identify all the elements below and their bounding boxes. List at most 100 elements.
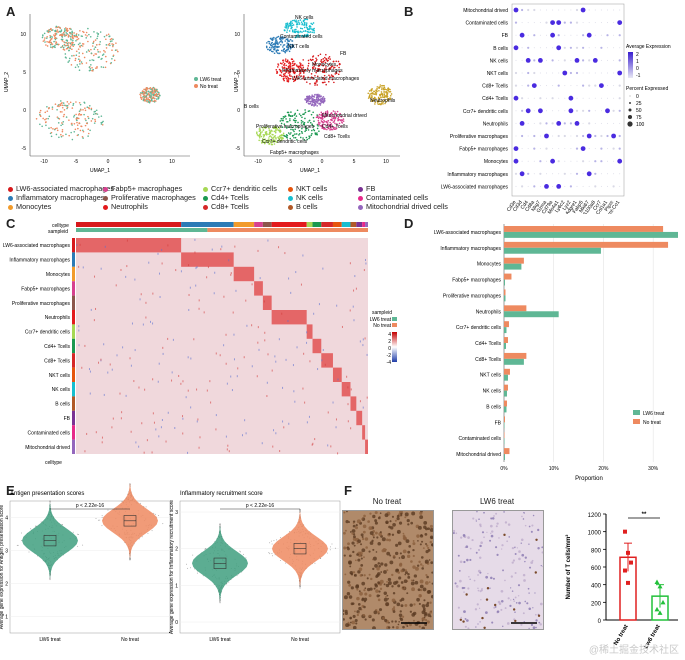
umap-cell (78, 110, 81, 112)
heatmap-row-label: Ccr7+ dendritic cells (25, 330, 71, 336)
umap-cell (281, 126, 284, 129)
umap-cell (70, 131, 72, 134)
umap-ytick: 10 (234, 32, 240, 38)
celltype-legend-label: Mitochondrial drived cells (366, 202, 448, 211)
umap-cell (301, 27, 304, 30)
umap-cell (296, 138, 298, 141)
umap-cell (280, 38, 282, 41)
umap-cell (338, 118, 341, 121)
umap-cell (313, 63, 316, 66)
dotplot-dot (539, 97, 542, 100)
umap-xtick: -5 (288, 159, 293, 165)
dotplot-dot (607, 148, 608, 150)
umap-cell (380, 100, 382, 103)
umap-cell (325, 66, 327, 68)
umap-cell (314, 100, 317, 103)
umap-cell (368, 95, 371, 98)
umap-cell (382, 103, 384, 105)
umap-cell (85, 31, 88, 34)
dotplot-dot (594, 110, 596, 112)
umap-cell (76, 117, 79, 120)
umap-cell (61, 106, 64, 109)
umap-cell (71, 107, 74, 109)
dotplot-dot (564, 148, 566, 150)
dotplot-dot (600, 122, 602, 124)
umap-cell (320, 61, 323, 64)
dotplot-dot (600, 59, 602, 61)
dotplot-dot (546, 34, 547, 36)
heatmap-row-label: FB (64, 416, 71, 422)
umap-cell (285, 25, 288, 28)
heatmap-celltype-bar (332, 222, 342, 227)
celltype-legend-swatch (288, 195, 293, 201)
umap-cell (76, 64, 79, 66)
celltype-legend-swatch (358, 195, 363, 201)
histology-image-lw6-treat (452, 510, 544, 630)
umap-cell (289, 133, 291, 135)
heatmap-celltype-bar (262, 222, 272, 227)
umap-cell (381, 100, 384, 102)
umap-cell (65, 34, 68, 37)
umap-cell (70, 64, 73, 66)
umap-cell (291, 126, 294, 129)
umap-cell (336, 123, 338, 125)
dotplot-dot (588, 22, 590, 24)
umap-cell (72, 104, 74, 106)
proportion-category-label: B cells (486, 404, 501, 410)
umap-cell (91, 59, 93, 61)
dotplot-dot (582, 84, 585, 87)
umap-cell (302, 35, 305, 38)
umap-cell (44, 118, 46, 121)
umap-cell (298, 23, 301, 25)
umap-cell (273, 48, 275, 51)
umap-cell (51, 106, 54, 108)
umap-cell (146, 93, 149, 96)
violin-ytick: 2 (5, 582, 8, 588)
umap-cell (275, 137, 277, 139)
umap-cell (89, 59, 91, 62)
umap-cell (289, 62, 292, 65)
umap-cell (49, 34, 51, 37)
umap-cell (319, 99, 322, 102)
proportion-bar-lw6-treat (504, 231, 678, 238)
umap-cell (322, 95, 325, 98)
umap-cell (59, 104, 62, 107)
umap-cell (333, 81, 335, 84)
umap-cell (338, 70, 341, 73)
umap-cell (103, 35, 106, 38)
heatmap-row-color (72, 252, 75, 267)
umap-cell (93, 122, 96, 124)
umap-cell (314, 61, 316, 63)
celltype-legend-label: Contaminated cells (366, 193, 429, 202)
umap-cell (76, 38, 78, 41)
dotplot-dot (552, 110, 554, 112)
umap-cell (327, 120, 329, 122)
umap-cell (300, 130, 303, 133)
umap-cell (389, 90, 392, 93)
umap-cell (77, 65, 80, 68)
umap-cell (109, 40, 112, 43)
umap-cell (273, 52, 276, 55)
umap-cell (330, 126, 333, 128)
umap-cell (46, 110, 49, 112)
legend-lw6: LW6 treat (200, 77, 222, 83)
umap-cell (333, 66, 336, 69)
umap-cell (77, 34, 80, 36)
umap-cell (71, 138, 74, 141)
dotplot-dot (600, 34, 602, 36)
umap-cell (281, 137, 283, 140)
proportion-xtick: 0% (500, 466, 508, 472)
heat-scale-tick: -4 (387, 360, 392, 366)
umap-cell (337, 60, 340, 63)
umap-cell (80, 113, 83, 116)
umap-cell (288, 22, 291, 25)
umap-cell (50, 28, 52, 31)
umap-cell (305, 22, 308, 24)
umap-ytick: 10 (20, 32, 26, 38)
umap-cell (381, 88, 383, 91)
umap-cell (270, 46, 273, 49)
umap-cell (71, 124, 73, 126)
tcell-point (657, 583, 663, 589)
umap-ytick: -5 (22, 146, 27, 152)
umap-cell (328, 63, 330, 66)
